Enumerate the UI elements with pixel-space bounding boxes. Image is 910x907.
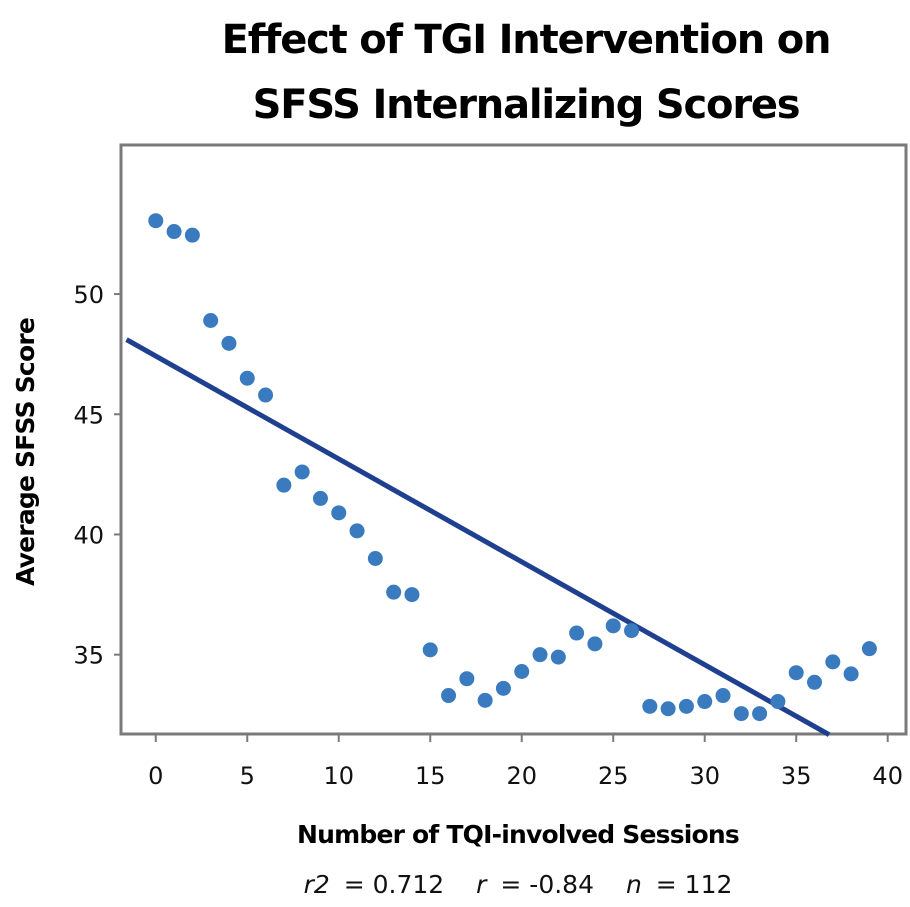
data-point bbox=[624, 623, 640, 639]
data-point bbox=[441, 688, 457, 704]
x-axis-label: Number of TQI-involved Sessions bbox=[297, 820, 739, 849]
y-axis-label: Average SFSS Score bbox=[11, 318, 40, 586]
data-point bbox=[276, 477, 292, 493]
data-point bbox=[294, 464, 310, 480]
data-point bbox=[331, 505, 347, 521]
data-point bbox=[514, 663, 530, 679]
plot-area bbox=[119, 143, 908, 736]
data-point bbox=[312, 490, 328, 506]
data-point bbox=[715, 688, 731, 704]
data-point bbox=[386, 584, 402, 600]
y-tick-label: 35 bbox=[73, 642, 104, 670]
stat-r2-symbol: r2 bbox=[304, 870, 330, 899]
data-point bbox=[221, 335, 237, 351]
data-point bbox=[349, 523, 365, 539]
data-point bbox=[148, 213, 164, 229]
data-point bbox=[258, 387, 274, 403]
data-point bbox=[495, 680, 511, 696]
data-point bbox=[807, 674, 823, 690]
y-tick-label: 40 bbox=[73, 521, 104, 549]
stat-r-symbol: r bbox=[476, 870, 488, 899]
chart-title-line-1: Effect of TGI Intervention on bbox=[222, 17, 831, 63]
data-point bbox=[166, 224, 182, 240]
data-point bbox=[367, 551, 383, 567]
data-point bbox=[184, 227, 200, 243]
data-point bbox=[678, 698, 694, 714]
x-tick-label: 0 bbox=[148, 762, 163, 790]
stat-n-value: = 112 bbox=[656, 870, 733, 899]
x-axis: 0 5 10 15 20 25 30 35 40 bbox=[148, 734, 903, 790]
data-point bbox=[660, 701, 676, 717]
y-axis: 35 40 45 50 bbox=[73, 281, 121, 670]
chart-title-line-2: SFSS Internalizing Scores bbox=[253, 82, 800, 128]
x-tick-label: 20 bbox=[506, 762, 537, 790]
data-point bbox=[422, 642, 438, 658]
data-point bbox=[770, 694, 786, 710]
data-points bbox=[148, 213, 877, 722]
x-tick-label: 10 bbox=[323, 762, 354, 790]
data-point bbox=[532, 647, 548, 663]
data-point bbox=[843, 666, 859, 682]
data-point bbox=[239, 370, 255, 386]
data-point bbox=[587, 636, 603, 652]
y-tick-label: 50 bbox=[73, 281, 104, 309]
data-point bbox=[752, 706, 768, 722]
x-tick-label: 30 bbox=[689, 762, 720, 790]
y-tick-label: 45 bbox=[73, 401, 104, 429]
data-point bbox=[459, 671, 475, 687]
data-point bbox=[697, 694, 713, 710]
data-point bbox=[733, 706, 749, 722]
data-point bbox=[605, 618, 621, 634]
data-point bbox=[550, 649, 566, 665]
stat-n-symbol: n bbox=[626, 870, 642, 899]
data-point bbox=[404, 587, 420, 603]
stat-r2-value: = 0.712 bbox=[344, 870, 444, 899]
data-point bbox=[825, 654, 841, 670]
x-tick-label: 35 bbox=[781, 762, 812, 790]
x-tick-label: 5 bbox=[240, 762, 255, 790]
data-point bbox=[477, 692, 493, 708]
data-point bbox=[203, 312, 219, 328]
data-point bbox=[861, 641, 877, 657]
x-tick-label: 15 bbox=[415, 762, 446, 790]
stats-annotation: r2 = 0.712 r = -0.84 n = 112 bbox=[304, 870, 733, 899]
data-point bbox=[788, 665, 804, 681]
data-point bbox=[642, 698, 658, 714]
x-tick-label: 25 bbox=[598, 762, 629, 790]
data-point bbox=[569, 625, 585, 641]
trend-line bbox=[125, 337, 831, 737]
x-tick-label: 40 bbox=[872, 762, 903, 790]
stat-r-value: = -0.84 bbox=[500, 870, 594, 899]
